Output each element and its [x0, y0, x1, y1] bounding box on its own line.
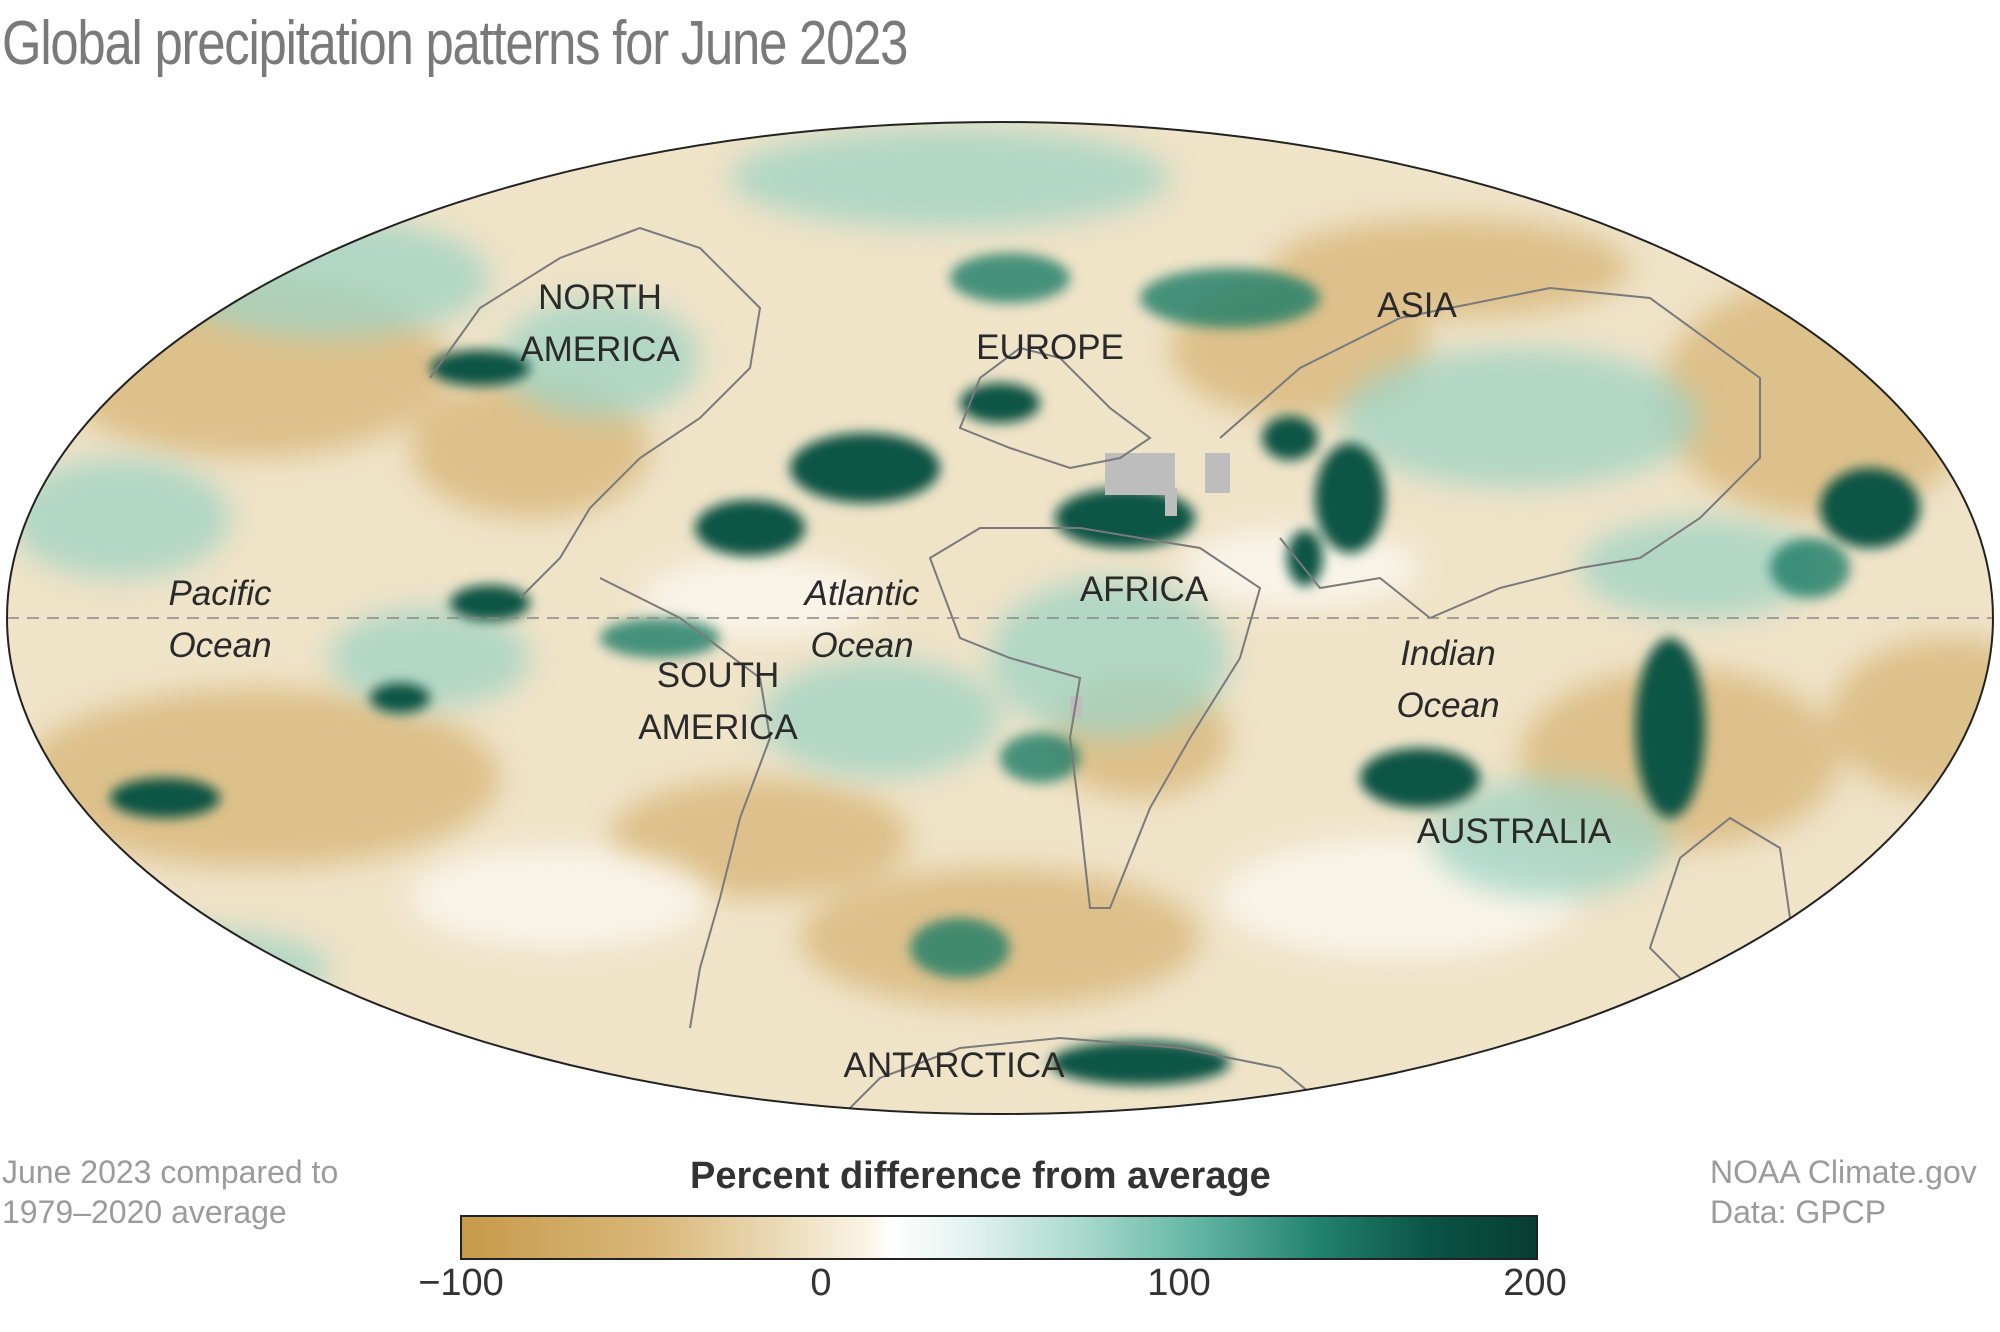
- page-title: Global precipitation patterns for June 2…: [2, 9, 908, 78]
- label-pacific-ocean: Pacific Ocean: [168, 574, 272, 665]
- label-indian-ocean: Indian Ocean: [1396, 634, 1500, 725]
- label-south-america: SOUTH AMERICA: [638, 656, 798, 747]
- credit-note: NOAA Climate.gov Data: GPCP: [1710, 1154, 1977, 1230]
- label-asia: ASIA: [1377, 286, 1457, 325]
- coastlines: [429, 226, 1792, 1114]
- legend-tick-max: 200: [1503, 1262, 1567, 1304]
- label-north-america: NORTH AMERICA: [520, 278, 680, 369]
- label-africa: AFRICA: [1079, 570, 1209, 609]
- legend-title: Percent difference from average: [690, 1155, 1271, 1197]
- label-atlantic-ocean: Atlantic Ocean: [804, 574, 920, 665]
- comparison-note: June 2023 compared to 1979–2020 average: [2, 1154, 339, 1230]
- legend-colorbar: [460, 1215, 1538, 1260]
- precipitation-map: [0, 118, 2000, 1118]
- legend-tick-zero: 0: [810, 1262, 832, 1304]
- precip-anomaly-field: [7, 122, 1993, 1114]
- label-antarctica: ANTARCTICA: [843, 1046, 1065, 1085]
- globe-outline: [6, 121, 1994, 1115]
- no-data-patch: [1070, 453, 1230, 718]
- label-australia: AUSTRALIA: [1416, 812, 1612, 851]
- label-europe: EUROPE: [976, 328, 1124, 367]
- legend-tick-100: 100: [1147, 1262, 1211, 1304]
- legend-tick-min: −100: [418, 1262, 504, 1304]
